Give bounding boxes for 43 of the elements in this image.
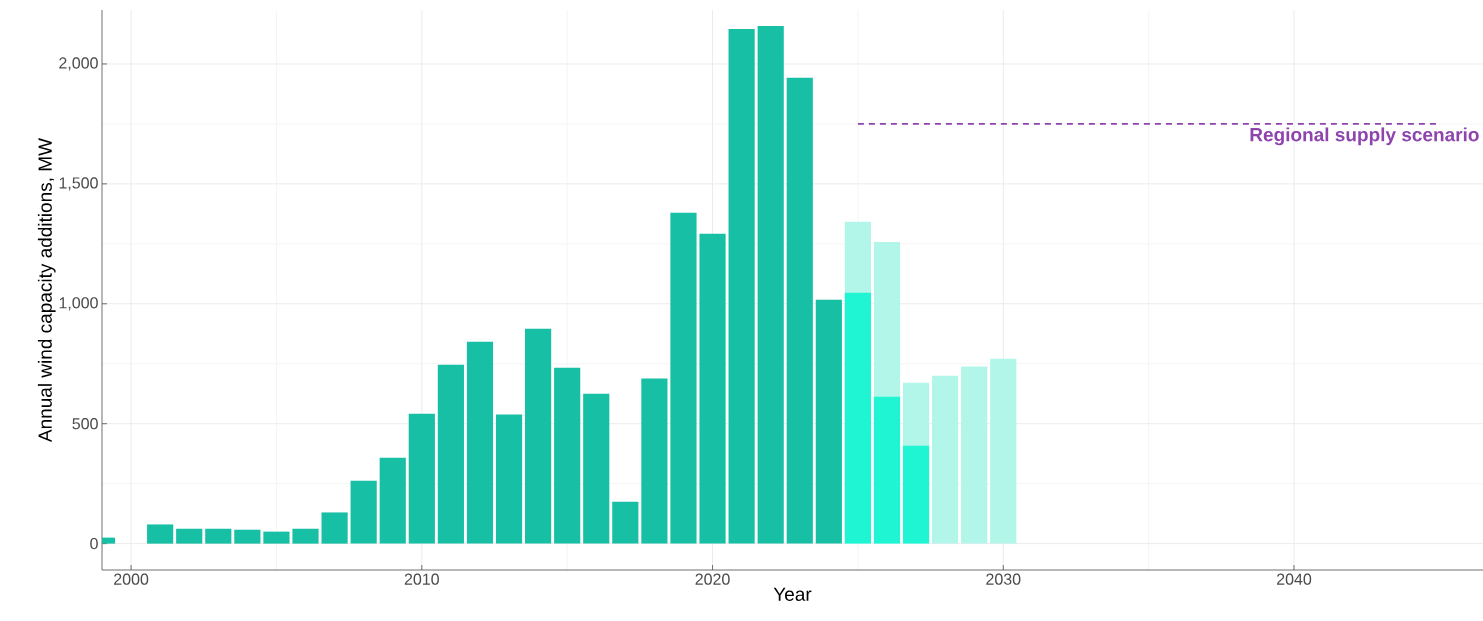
bar (292, 528, 319, 544)
x-tick-label: 2040 (1277, 573, 1312, 585)
bar (699, 233, 726, 544)
bar (583, 393, 610, 544)
bar (641, 378, 668, 544)
bar (728, 28, 755, 544)
bar (495, 414, 523, 544)
y-tick-label: 500 (72, 418, 98, 430)
bar (554, 367, 581, 544)
bar (786, 77, 813, 544)
bar (205, 528, 232, 544)
bar (321, 512, 348, 544)
y-tick-label: 1,000 (59, 297, 98, 311)
bar (612, 501, 639, 544)
bar (176, 528, 203, 544)
x-tick-label: 2030 (986, 573, 1021, 585)
bar (873, 396, 901, 544)
bar (525, 328, 552, 544)
bar (466, 341, 494, 544)
bar (844, 292, 871, 544)
series-label: Regional supply scenario (1250, 127, 1479, 146)
y-axis-title: Annual wind capacity additions, MW (37, 138, 56, 443)
x-tick-label: 2010 (404, 573, 439, 585)
y-tick-label: 1,500 (59, 177, 98, 191)
bar (263, 531, 290, 544)
bar (757, 26, 784, 544)
bar (379, 457, 406, 544)
x-tick-label: 2020 (695, 573, 730, 585)
bar (815, 299, 842, 544)
bar (350, 480, 377, 544)
x-axis-title: Year (773, 587, 812, 601)
bar (902, 445, 930, 544)
bar (990, 358, 1017, 544)
bar (408, 413, 435, 544)
y-tick-label: 2,000 (59, 57, 98, 71)
y-tick-label: 0 (90, 537, 98, 550)
bar (147, 524, 174, 544)
x-tick-label: 2000 (114, 573, 149, 585)
bar (932, 375, 959, 544)
bar (670, 212, 697, 544)
bar (437, 364, 464, 544)
bar (961, 366, 988, 544)
bar (234, 529, 261, 544)
